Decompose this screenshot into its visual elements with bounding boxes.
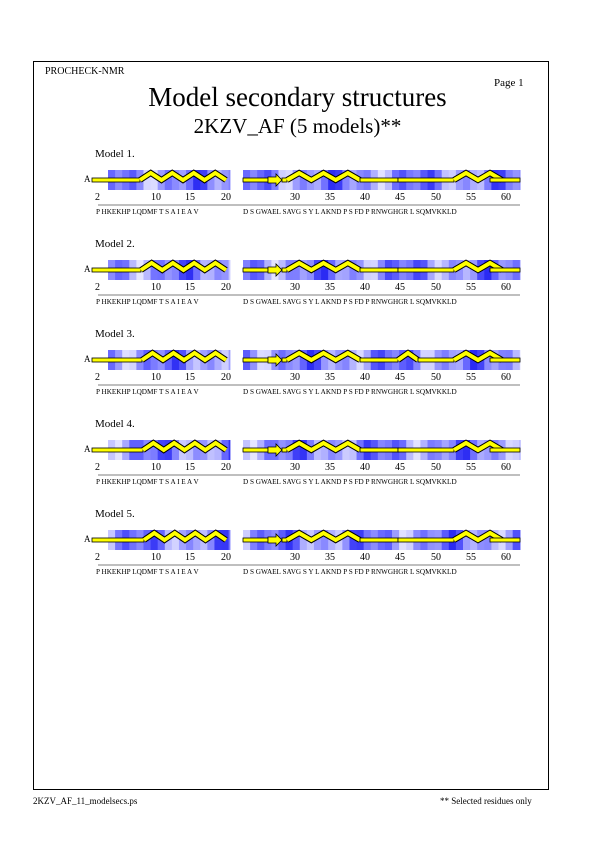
sequence-segment-2: D S GWAEL SAVG S Y L AKND P S FD P RNWGH… [243, 208, 457, 216]
residue-tick: 40 [360, 552, 370, 563]
residue-tick: 45 [395, 192, 405, 203]
sequence-segment-2: D S GWAEL SAVG S Y L AKND P S FD P RNWGH… [243, 568, 457, 576]
residue-tick: 2 [95, 552, 100, 563]
residue-tick: 15 [185, 552, 195, 563]
residue-tick: 20 [221, 192, 231, 203]
sequence-segment-1: P HKEKHP LQDMF T S A I E A V [96, 568, 199, 576]
residue-tick: 30 [290, 552, 300, 563]
residue-tick: 20 [221, 372, 231, 383]
residue-tick: 2 [95, 192, 100, 203]
residue-tick: 10 [151, 192, 161, 203]
residue-tick: 10 [151, 462, 161, 473]
model-label: Model 5. [95, 508, 135, 520]
page-title: Model secondary structures [148, 82, 447, 112]
residue-tick: 20 [221, 552, 231, 563]
sequence-segment-2: D S GWAEL SAVG S Y L AKND P S FD P RNWGH… [243, 478, 457, 486]
model-label: Model 2. [95, 238, 135, 250]
program-name: PROCHECK-NMR [45, 66, 125, 77]
residue-tick: 60 [501, 282, 511, 293]
residue-tick: 60 [501, 372, 511, 383]
residue-tick: 30 [290, 282, 300, 293]
residue-tick: 55 [466, 372, 476, 383]
residue-tick: 2 [95, 462, 100, 473]
model-label: Model 3. [95, 328, 135, 340]
residue-tick: 40 [360, 282, 370, 293]
residue-tick: 45 [395, 372, 405, 383]
residue-tick: 20 [221, 282, 231, 293]
residue-tick: 60 [501, 462, 511, 473]
residue-tick: 35 [325, 282, 335, 293]
chain-label: A [84, 174, 91, 184]
residue-tick: 60 [501, 552, 511, 563]
residue-tick: 15 [185, 372, 195, 383]
residue-tick: 15 [185, 282, 195, 293]
page-frame [33, 61, 549, 790]
chain-label: A [84, 354, 91, 364]
residue-tick: 35 [325, 192, 335, 203]
residue-tick: 35 [325, 552, 335, 563]
residue-tick: 50 [431, 372, 441, 383]
model-label: Model 1. [95, 148, 135, 160]
residue-tick: 15 [185, 192, 195, 203]
residue-tick: 40 [360, 192, 370, 203]
chain-label: A [84, 264, 91, 274]
residue-tick: 35 [325, 462, 335, 473]
residue-tick: 55 [466, 282, 476, 293]
sequence-segment-2: D S GWAEL SAVG S Y L AKND P S FD P RNWGH… [243, 388, 457, 396]
residue-tick: 2 [95, 282, 100, 293]
residue-tick: 30 [290, 462, 300, 473]
residue-tick: 15 [185, 462, 195, 473]
page-number: Page 1 [494, 77, 524, 89]
model-label: Model 4. [95, 418, 135, 430]
sequence-segment-1: P HKEKHP LQDMF T S A I E A V [96, 388, 199, 396]
sequence-segment-1: P HKEKHP LQDMF T S A I E A V [96, 208, 199, 216]
residue-tick: 10 [151, 282, 161, 293]
sequence-segment-1: P HKEKHP LQDMF T S A I E A V [96, 478, 199, 486]
sequence-segment-1: P HKEKHP LQDMF T S A I E A V [96, 298, 199, 306]
residue-tick: 2 [95, 372, 100, 383]
residue-tick: 30 [290, 372, 300, 383]
residue-tick: 10 [151, 372, 161, 383]
residue-tick: 50 [431, 552, 441, 563]
residue-tick: 20 [221, 462, 231, 473]
residue-tick: 50 [431, 282, 441, 293]
sequence-segment-2: D S GWAEL SAVG S Y L AKND P S FD P RNWGH… [243, 298, 457, 306]
residue-tick: 45 [395, 462, 405, 473]
residue-tick: 45 [395, 282, 405, 293]
chain-label: A [84, 534, 91, 544]
chain-label: A [84, 444, 91, 454]
residue-tick: 50 [431, 462, 441, 473]
residue-tick: 40 [360, 372, 370, 383]
residue-tick: 55 [466, 462, 476, 473]
residue-tick: 35 [325, 372, 335, 383]
residue-tick: 45 [395, 552, 405, 563]
residue-tick: 40 [360, 462, 370, 473]
residue-tick: 55 [466, 552, 476, 563]
residue-tick: 60 [501, 192, 511, 203]
residue-tick: 50 [431, 192, 441, 203]
footer-note: ** Selected residues only [440, 796, 532, 806]
residue-tick: 55 [466, 192, 476, 203]
residue-tick: 30 [290, 192, 300, 203]
residue-tick: 10 [151, 552, 161, 563]
footer-filename: 2KZV_AF_11_modelsecs.ps [33, 796, 138, 806]
page-subtitle: 2KZV_AF (5 models)** [193, 114, 402, 138]
